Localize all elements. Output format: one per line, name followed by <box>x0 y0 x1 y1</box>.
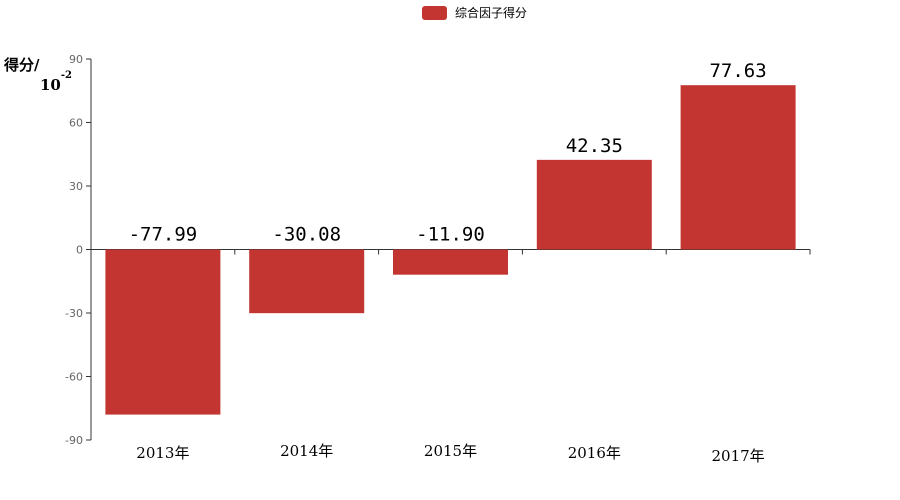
data-label: 42.35 <box>566 135 623 157</box>
legend-label: 综合因子得分 <box>455 6 528 20</box>
x-category-label: 2017年 <box>712 447 765 465</box>
data-label: -11.90 <box>416 224 485 246</box>
x-category-label: 2014年 <box>280 442 333 460</box>
y-tick-label: 30 <box>69 180 83 193</box>
data-label: -30.08 <box>272 224 341 246</box>
data-label: -77.99 <box>129 224 198 246</box>
y-axis-label: 得分/ <box>4 56 40 74</box>
legend[interactable]: 综合因子得分 <box>422 4 527 21</box>
x-category-label: 2013年 <box>136 444 189 462</box>
bar-2014年 <box>249 249 365 314</box>
y-tick-label: -90 <box>65 434 83 447</box>
y-tick-label: 60 <box>69 117 83 130</box>
y-axis-unit-base: 10 <box>40 76 61 94</box>
bar-2017年 <box>680 85 796 250</box>
bar-2015年 <box>393 249 508 275</box>
bar-2016年 <box>536 159 652 250</box>
y-tick-label: 0 <box>76 244 83 257</box>
y-tick-label: 90 <box>69 53 83 66</box>
data-label: 77.63 <box>709 60 766 82</box>
x-category-label: 2015年 <box>424 442 477 460</box>
legend-swatch <box>422 5 447 20</box>
bar-2013年 <box>105 249 221 415</box>
y-tick-label: -30 <box>65 307 83 320</box>
x-category-label: 2016年 <box>568 444 621 462</box>
data-labels: -77.99 -30.08 -11.90 42.35 77.63 <box>129 60 767 245</box>
y-tick-label: -60 <box>65 371 83 384</box>
y-axis-unit-exponent: -2 <box>60 70 72 81</box>
y-axis-unit: 10-2 <box>40 70 72 94</box>
bars <box>105 85 796 415</box>
